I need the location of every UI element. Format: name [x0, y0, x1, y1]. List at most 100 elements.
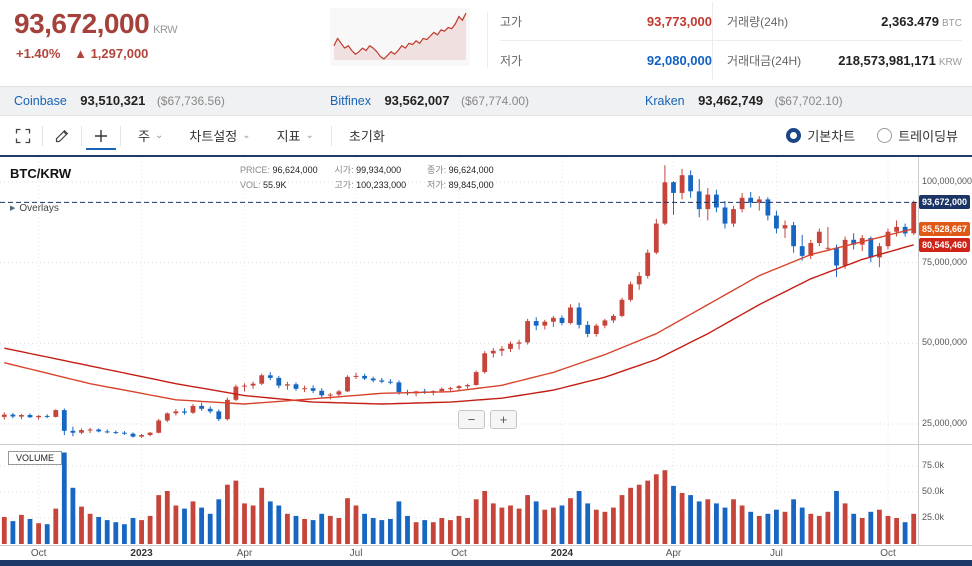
x-axis-label: 2023 [130, 548, 153, 559]
kraken-usd-price: ($67,702.10) [774, 94, 843, 108]
low-info: 저가: 89,845,000 [427, 178, 494, 191]
fullscreen-button[interactable] [8, 122, 38, 150]
price-badge: 80,545,460 [919, 237, 970, 252]
reset-button[interactable]: 초기화 [336, 122, 398, 150]
indicators-label: 지표 [276, 129, 301, 144]
radio-unselected-icon [877, 128, 893, 143]
low-stat: 저가 92,080,000 [500, 41, 712, 80]
pane-divider [0, 444, 972, 445]
radio-tradingview[interactable]: 트레이딩뷰 [877, 126, 958, 145]
volume-24h-stat: 거래량(24h) 2,363.479 BTC [712, 2, 962, 41]
indicators-dropdown[interactable]: 지표 ⌄ [264, 122, 327, 150]
bitfinex-price: 93,562,007 [384, 93, 450, 108]
price-info: PRICE: 96,624,000 [240, 165, 332, 175]
exchange-kraken: Kraken 93,462,749 ($67,702.10) [645, 87, 843, 117]
low-value: 92,080,000 [646, 53, 712, 68]
high-stat: 고가 93,773,000 [500, 2, 712, 41]
radio-basic-chart[interactable]: 기본차트 [786, 126, 855, 145]
tradingview-label: 트레이딩뷰 [898, 129, 958, 144]
open-label: 시가: [334, 165, 354, 175]
radio-selected-icon [786, 128, 802, 143]
chart-high-value: 100,233,000 [356, 180, 407, 190]
xaxis-divider [0, 545, 972, 546]
footer-bar [0, 560, 972, 566]
current-price: 93,672,000 KRW [14, 8, 178, 40]
x-axis-label: Apr [236, 548, 253, 559]
toolbar-separator [42, 125, 43, 146]
open-info: 시가: 99,934,000 [335, 163, 425, 176]
close-label: 종가: [427, 165, 447, 175]
coinbase-usd-price: ($67,736.56) [156, 94, 225, 108]
chart-settings-dropdown[interactable]: 차트설정 ⌄ [176, 122, 263, 150]
bitfinex-link[interactable]: Bitfinex [330, 94, 371, 108]
price-axis-label: 50,000,000 [922, 337, 968, 348]
kraken-link[interactable]: Kraken [645, 94, 685, 108]
chart-settings-label: 차트설정 [189, 129, 238, 144]
arrow-up-icon: ▲ [74, 46, 87, 61]
plus-icon [95, 129, 107, 142]
x-axis-label: Oct [451, 548, 467, 559]
x-axis-label: Jul [770, 548, 783, 559]
price-badge: 85,528,667 [919, 221, 970, 236]
chart-top-border [0, 155, 972, 157]
header-divider [487, 12, 488, 68]
volume-axis-label: 75.0k [922, 460, 945, 470]
price-stats: 고가 93,773,000 거래량(24h) 2,363.479 BTC 저가 9… [500, 2, 962, 80]
chart-low-label: 저가: [427, 180, 447, 190]
chart-toolbar: 주 ⌄ 차트설정 ⌄ 지표 ⌄ 초기화 기본차트 트레이딩뷰 [0, 116, 972, 155]
kraken-price: 93,462,749 [698, 93, 764, 108]
price-axis-divider [918, 157, 919, 545]
chart-high-label: 고가: [334, 180, 354, 190]
volume-axis-label: 50.0k [922, 486, 945, 496]
vol-label: VOL: [240, 180, 261, 190]
draw-tool-button[interactable] [47, 122, 77, 150]
x-axis-label: 2024 [550, 548, 574, 559]
zoom-out-button[interactable]: − [458, 410, 485, 429]
change-percent: +1.40% [16, 46, 61, 61]
close-value: 96,624,000 [448, 165, 494, 175]
basic-chart-label: 기본차트 [807, 129, 856, 144]
period-label: 주 [138, 129, 150, 144]
add-tool-button[interactable] [86, 122, 116, 150]
x-axis-label: Apr [665, 548, 682, 559]
open-value: 99,934,000 [356, 165, 402, 175]
expand-icon [15, 128, 31, 143]
volume-pane-label: VOLUME [8, 451, 63, 465]
overlays-toggle[interactable]: ▶ Overlays [10, 203, 59, 214]
chevron-down-icon: ⌄ [154, 130, 164, 141]
currency-label: KRW [153, 24, 178, 36]
mini-sparkline [330, 8, 470, 66]
price-badge: 93,672,000 [919, 195, 970, 210]
coinbase-price: 93,510,321 [80, 93, 146, 108]
overlays-label: Overlays [19, 203, 59, 214]
trade-amount-number: 218,573,981,171 [838, 53, 936, 68]
vol-value: 55.9K [263, 180, 287, 190]
toolbar-separator [330, 125, 332, 146]
chart-type-selector: 기본차트 트레이딩뷰 [786, 126, 958, 145]
ohlc-info-row-1: PRICE: 96,624,000 시가: 99,934,000 종가: 96,… [240, 163, 494, 176]
exchange-comparison-bar: Coinbase 93,510,321 ($67,736.56) Bitfine… [0, 86, 972, 116]
volume-24h-value: 2,363.479 BTC [881, 14, 962, 29]
trade-amount-label: 거래대금(24H) [727, 54, 802, 68]
volume-24h-number: 2,363.479 [881, 13, 939, 29]
x-axis-label: Oct [880, 548, 896, 559]
x-axis-label: Oct [30, 548, 47, 559]
volume-axis-label: 25.0k [922, 512, 945, 522]
low-label: 저가 [500, 54, 523, 68]
current-price-value: 93,672,000 [14, 8, 150, 39]
coinbase-link[interactable]: Coinbase [14, 94, 67, 108]
ohlc-info-row-2: VOL: 55.9K 고가: 100,233,000 저가: 89,845,00… [240, 178, 494, 191]
price-change: +1.40% ▲ 1,297,000 [16, 46, 148, 61]
trade-amount-value: 218,573,981,171 KRW [838, 53, 962, 68]
zoom-in-button[interactable]: + [490, 410, 517, 429]
volume-chart-canvas[interactable] [0, 445, 918, 545]
ma-fast-line [4, 228, 914, 405]
price-chart-canvas[interactable] [0, 157, 918, 444]
x-axis-label: Jul [349, 548, 363, 559]
high-info: 고가: 100,233,000 [335, 178, 425, 191]
change-abs-value: 1,297,000 [90, 46, 149, 61]
ma-slow-line [4, 244, 914, 405]
trade-amount-stat: 거래대금(24H) 218,573,981,171 KRW [712, 41, 962, 80]
period-dropdown[interactable]: 주 ⌄ [125, 122, 176, 150]
toolbar-separator [81, 125, 82, 146]
